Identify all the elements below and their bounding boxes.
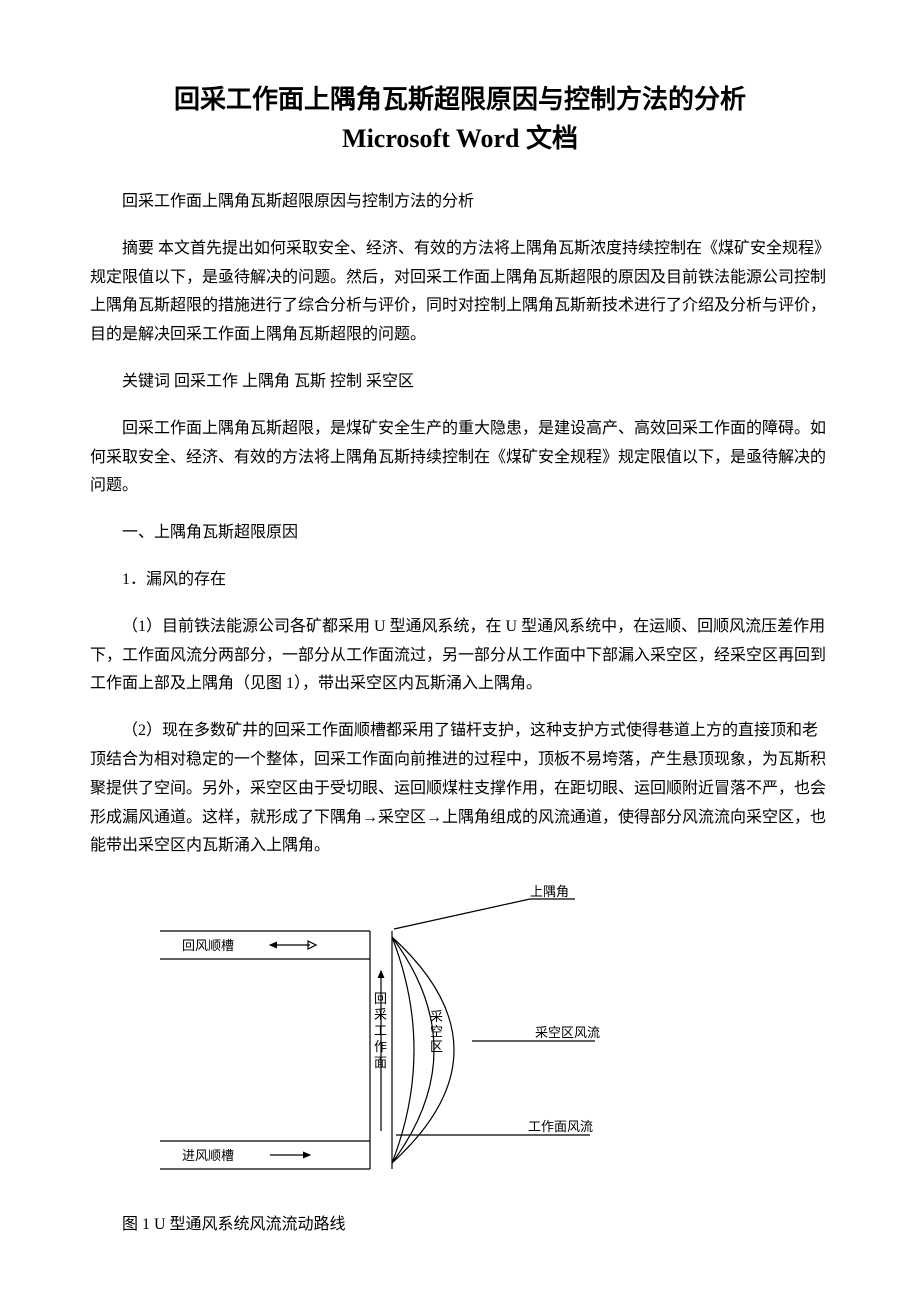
svg-text:上隅角: 上隅角 [530, 884, 569, 899]
svg-text:回风顺槽: 回风顺槽 [182, 938, 234, 953]
u-ventilation-diagram: 采空区回采工作面回风顺槽进风顺槽上隅角采空区风流工作面风流 [130, 881, 650, 1191]
figure-1-diagram: 采空区回采工作面回风顺槽进风顺槽上隅角采空区风流工作面风流 [130, 881, 830, 1191]
svg-text:区: 区 [430, 1039, 443, 1054]
svg-text:空: 空 [430, 1024, 443, 1039]
svg-text:采: 采 [430, 1009, 443, 1024]
body-para-2: （2）现在多数矿井的回采工作面顺槽都采用了锚杆支护，这种支护方式使得巷道上方的直… [90, 717, 830, 861]
title-line-2: Microsoft Word 文档 [90, 119, 830, 158]
keywords-para: 关键词 回采工作 上隅角 瓦斯 控制 采空区 [90, 368, 830, 397]
figure-1-caption: 图 1 U 型通风系统风流流动路线 [90, 1211, 830, 1240]
intro-para: 回采工作面上隅角瓦斯超限，是煤矿安全生产的重大隐患，是建设高产、高效回采工作面的… [90, 415, 830, 501]
abstract-para: 摘要 本文首先提出如何采取安全、经济、有效的方法将上隅角瓦斯浓度持续控制在《煤矿… [90, 235, 830, 350]
svg-text:工作面风流: 工作面风流 [528, 1119, 593, 1134]
title-line-1: 回采工作面上隅角瓦斯超限原因与控制方法的分析 [90, 80, 830, 119]
section-heading-1: 一、上隅角瓦斯超限原因 [90, 519, 830, 548]
svg-text:进风顺槽: 进风顺槽 [182, 1148, 234, 1163]
subtitle-line: 回采工作面上隅角瓦斯超限原因与控制方法的分析 [90, 188, 830, 217]
svg-text:采空区风流: 采空区风流 [535, 1025, 600, 1040]
document-title: 回采工作面上隅角瓦斯超限原因与控制方法的分析 Microsoft Word 文档 [90, 80, 830, 158]
section-heading-2: 1．漏风的存在 [90, 566, 830, 595]
body-para-1: （1）目前铁法能源公司各矿都采用 U 型通风系统，在 U 型通风系统中，在运顺、… [90, 613, 830, 699]
